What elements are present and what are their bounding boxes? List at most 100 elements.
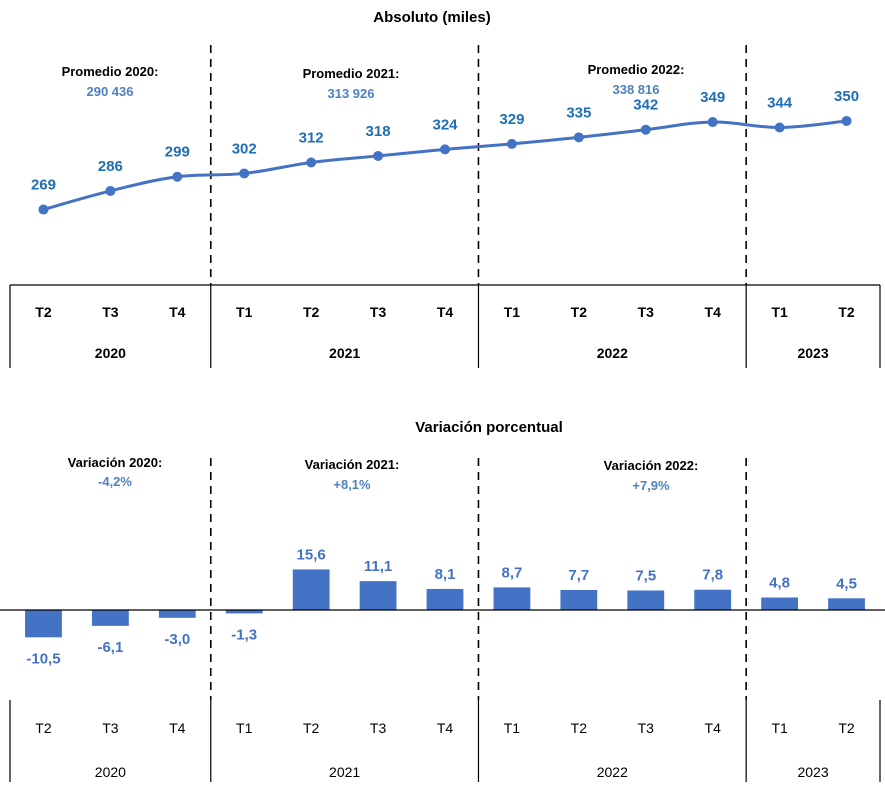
quarter-label: T3	[102, 720, 119, 736]
series-line	[43, 119, 847, 211]
category-axis-top	[9, 284, 881, 368]
annotation-value-2021: 313 926	[328, 86, 375, 101]
year-label: 2023	[797, 764, 828, 780]
data-point	[707, 117, 718, 128]
quarter-label: T3	[102, 304, 119, 320]
bar-label: 8,7	[501, 564, 522, 581]
bar-series	[25, 569, 865, 638]
point-label: 299	[165, 144, 190, 161]
quarter-label: T1	[504, 720, 521, 736]
bar-label: 8,1	[435, 566, 456, 583]
point-label: 286	[98, 158, 123, 175]
bar-label: 4,8	[769, 575, 790, 592]
point-label: 342	[633, 97, 658, 114]
quarter-label: T3	[638, 304, 655, 320]
quarter-label: T2	[838, 720, 855, 736]
point-labels: 269 286 299 302 312 318 324 329 335 342 349 344 350	[31, 88, 859, 194]
bar-label: 4,5	[836, 575, 857, 592]
point-label: 335	[566, 104, 591, 121]
point-label: 312	[299, 130, 324, 147]
bar-label: 11,1	[364, 558, 392, 575]
quarter-label: T2	[303, 720, 320, 736]
point-label: 302	[232, 140, 257, 157]
quarter-label: T3	[370, 304, 387, 320]
chart-title-absolute: Absoluto (miles)	[373, 9, 491, 26]
annotation-value-var-2021: +8,1%	[333, 477, 371, 492]
data-point	[38, 204, 49, 215]
quarter-label: T1	[771, 720, 788, 736]
year-dividers-bottom	[209, 458, 747, 782]
quarter-label: T4	[169, 304, 186, 320]
data-point	[573, 132, 584, 143]
quarter-label: T4	[705, 304, 722, 320]
bar-labels: -10,5 -6,1 -3,0 -1,3 15,6 11,1 8,1 8,7 7,7 7,5 7,8…	[26, 546, 857, 667]
quarter-label: T1	[504, 304, 521, 320]
absolute-line-chart: Absoluto (miles) Promedio 2020: 290 436 …	[9, 9, 881, 368]
bar	[560, 589, 598, 610]
bar	[91, 610, 129, 626]
year-label: 2022	[597, 345, 628, 361]
bar-label: -6,1	[97, 639, 123, 656]
point-label: 350	[834, 88, 859, 105]
data-point	[640, 124, 651, 135]
quarter-labels-bottom: T2 T3 T4 T1 T2 T3 T4 T1 T2 T3 T4 T1 T2	[35, 720, 855, 736]
year-label: 2020	[95, 345, 126, 361]
year-label: 2021	[329, 345, 360, 361]
point-label: 318	[366, 123, 391, 140]
bar-label: 7,5	[635, 568, 656, 585]
quarter-label: T1	[771, 304, 788, 320]
data-point	[841, 115, 852, 126]
variation-annotations: Variación 2020: -4,2% Variación 2021: +8…	[68, 455, 699, 493]
point-label: 324	[432, 116, 458, 133]
bar	[225, 610, 263, 614]
bar-label: 15,6	[297, 546, 326, 563]
bar	[25, 610, 62, 638]
year-label: 2020	[95, 764, 126, 780]
quarter-label: T1	[236, 304, 253, 320]
data-point	[440, 144, 450, 155]
quarter-label: T1	[236, 720, 253, 736]
quarter-label: T2	[838, 304, 855, 320]
point-label: 344	[767, 95, 793, 112]
annotation-heading-var-2020: Variación 2020:	[68, 455, 163, 470]
quarter-label: T3	[370, 720, 387, 736]
point-label: 269	[31, 177, 56, 194]
annotation-heading-2022: Promedio 2022:	[588, 62, 685, 77]
annotation-value-var-2022: +7,9%	[632, 478, 670, 493]
quarter-label: T2	[571, 720, 588, 736]
bar	[158, 610, 196, 618]
bar	[292, 569, 330, 610]
quarter-label: T2	[35, 720, 52, 736]
bar	[828, 598, 865, 610]
data-point	[774, 122, 785, 133]
data-point	[306, 157, 317, 168]
year-label: 2022	[597, 764, 628, 780]
data-point	[105, 185, 116, 196]
annotation-heading-var-2021: Variación 2021:	[305, 457, 400, 472]
data-point	[506, 138, 517, 149]
zero-axis	[0, 609, 885, 782]
year-labels-top: 2020 2021 2022 2023	[95, 345, 829, 361]
annotation-heading-2021: Promedio 2021:	[303, 66, 400, 81]
bar	[694, 589, 732, 610]
year-labels-bottom: 2020 2021 2022 2023	[95, 764, 829, 780]
annotation-heading-var-2022: Variación 2022:	[604, 458, 699, 473]
bar	[761, 597, 799, 610]
bar-label: -10,5	[26, 650, 60, 667]
data-point	[373, 150, 384, 161]
bar	[627, 590, 665, 610]
annotation-heading-2020: Promedio 2020:	[62, 64, 159, 79]
bar-label: 7,8	[702, 567, 723, 584]
bar	[426, 588, 464, 610]
quarter-label: T4	[169, 720, 186, 736]
chart-title-variation: Variación porcentual	[415, 419, 563, 436]
data-point	[239, 168, 250, 179]
bar-label: -3,0	[164, 631, 190, 648]
quarter-labels-top: T2 T3 T4 T1 T2 T3 T4 T1 T2 T3 T4 T1 T2	[35, 304, 855, 320]
annotation-value-2020: 290 436	[87, 84, 134, 99]
bar	[493, 587, 531, 610]
quarter-label: T4	[705, 720, 722, 736]
quarter-label: T4	[437, 720, 454, 736]
line-series	[38, 115, 852, 215]
